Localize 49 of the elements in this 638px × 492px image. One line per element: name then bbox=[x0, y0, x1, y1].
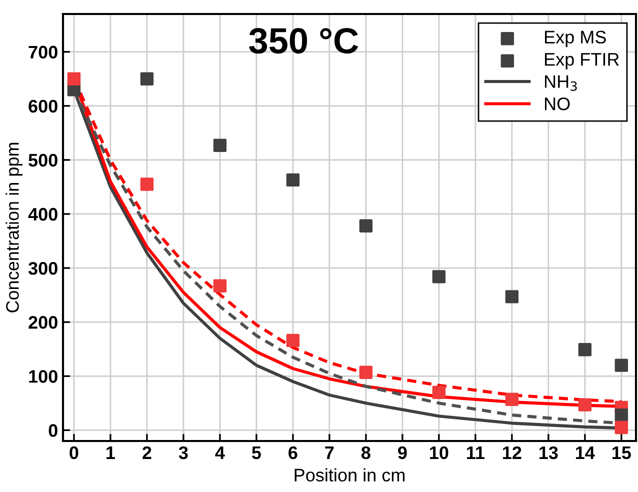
chart-title: 350 °C bbox=[249, 28, 358, 54]
legend-label: NO bbox=[544, 97, 570, 110]
point bbox=[578, 343, 592, 356]
point bbox=[505, 392, 519, 406]
point bbox=[432, 270, 446, 284]
x-tick-label: 6 bbox=[288, 446, 298, 460]
legend-label: Exp FTIR bbox=[544, 53, 619, 70]
y-tick-label: 100 bbox=[29, 370, 58, 383]
x-tick-label: 8 bbox=[361, 446, 370, 460]
x-tick-label: 3 bbox=[178, 446, 188, 460]
x-tick-label: 15 bbox=[612, 446, 631, 460]
point bbox=[614, 420, 628, 434]
x-tick-label: 5 bbox=[252, 446, 261, 460]
x-tick-label: 0 bbox=[70, 446, 78, 460]
x-tick-label: 9 bbox=[398, 446, 407, 460]
x-tick-label: 1 bbox=[106, 446, 115, 459]
point bbox=[286, 173, 300, 187]
y-tick-label: 600 bbox=[28, 100, 58, 113]
point bbox=[359, 366, 373, 379]
x-tick-label: 13 bbox=[540, 446, 558, 460]
y-tick-label: 400 bbox=[28, 208, 58, 221]
x-tick-label: 12 bbox=[503, 446, 522, 459]
point bbox=[140, 72, 154, 86]
x-tick-label: 14 bbox=[576, 446, 595, 459]
y-tick-label: 700 bbox=[28, 46, 58, 59]
x-tick-label: 2 bbox=[142, 446, 152, 459]
legend-label: NH$_{3}$ bbox=[544, 75, 577, 91]
point bbox=[614, 358, 628, 372]
point bbox=[140, 178, 154, 191]
point bbox=[432, 386, 446, 399]
y-axis-title: Concentration in ppm bbox=[6, 142, 22, 312]
point bbox=[286, 334, 300, 348]
point bbox=[213, 138, 227, 152]
point bbox=[213, 279, 227, 292]
x-tick-label: 11 bbox=[467, 446, 484, 459]
x-tick-label: 7 bbox=[325, 446, 334, 459]
point bbox=[505, 290, 519, 304]
point bbox=[614, 408, 628, 422]
y-tick-label: 300 bbox=[28, 262, 58, 275]
point bbox=[67, 72, 81, 86]
legend-label: Exp MS bbox=[544, 30, 606, 48]
point bbox=[359, 219, 373, 232]
x-tick-label: 10 bbox=[430, 446, 448, 460]
y-tick-label: 0 bbox=[48, 424, 58, 437]
x-axis-title: Position in cm bbox=[294, 468, 405, 482]
y-tick-label: 500 bbox=[28, 154, 58, 167]
x-tick-label: 4 bbox=[215, 446, 225, 459]
point bbox=[578, 398, 592, 412]
y-tick-label: 200 bbox=[28, 316, 58, 329]
